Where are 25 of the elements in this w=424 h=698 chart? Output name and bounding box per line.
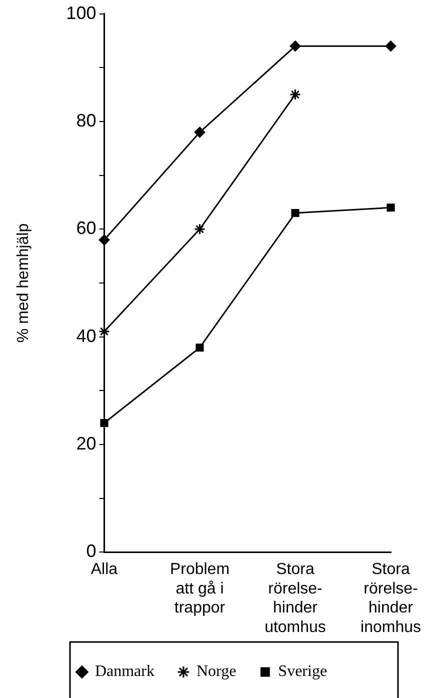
point (290, 88, 301, 100)
x-tick-label: Stora rörelse- hinder inomhus (360, 561, 422, 636)
point (98, 234, 110, 246)
y-tick-label: 80 (76, 110, 96, 130)
point (194, 223, 206, 235)
point (98, 326, 110, 338)
y-tick-label: 40 (76, 326, 96, 346)
point (291, 208, 300, 218)
point (196, 344, 204, 352)
x-tick-label: Alla (90, 561, 118, 578)
point (100, 418, 108, 428)
x-tick-label: Problem att gå i trappor (170, 561, 230, 617)
legend-label: Sverige (278, 663, 328, 680)
y-tick-label: 20 (76, 433, 96, 454)
point (385, 40, 396, 52)
y-axis-title: % med hemhjälp (15, 223, 32, 343)
legend-label: Norge (196, 663, 236, 680)
legend-label: Danmark (94, 663, 154, 680)
point (386, 204, 395, 212)
point (290, 40, 301, 52)
y-tick-label: 100 (66, 2, 96, 23)
point (194, 126, 206, 138)
y-tick-label: 0 (86, 541, 96, 562)
x-tick-label: Stora rörelse- hinder utomhus (264, 561, 326, 636)
y-tick-label: 60 (76, 218, 96, 238)
